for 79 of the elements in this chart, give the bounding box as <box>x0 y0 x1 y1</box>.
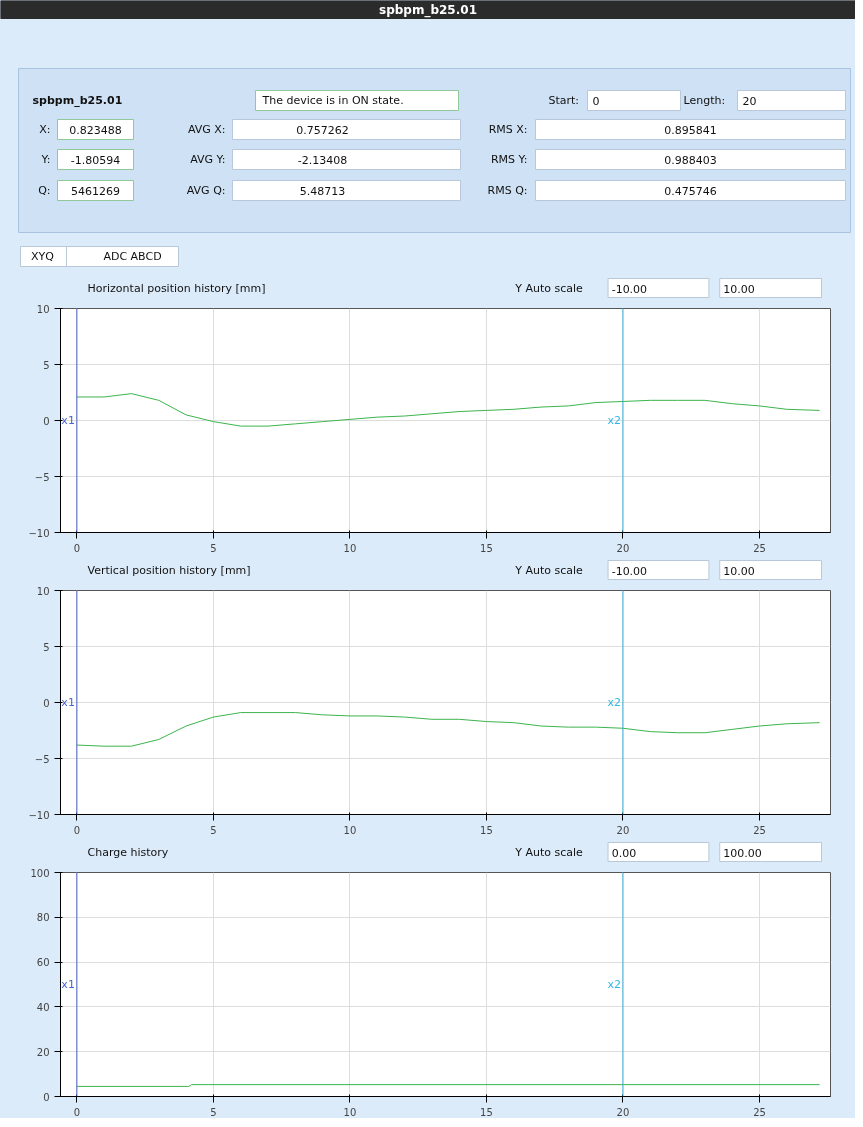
text: Y Auto scale <box>514 846 584 859</box>
text: 0.895841 <box>664 123 717 137</box>
x-tick-label: 25 <box>753 824 766 836</box>
chart-title: Charge history <box>87 846 169 859</box>
x-tick-label: 5 <box>210 1106 217 1118</box>
x-tick-label: 20 <box>616 542 630 554</box>
y-tick-label: 100 <box>30 867 50 879</box>
text: 10.00 <box>723 564 755 578</box>
ref-line-label: x1 <box>61 978 75 991</box>
x-tick-label: 20 <box>616 824 630 836</box>
y-tick-label: −5 <box>34 753 50 765</box>
text: X: <box>39 123 51 136</box>
x-tick-label: 15 <box>480 542 493 554</box>
x-tick-label: 0 <box>73 1106 81 1118</box>
y-tick-label: 20 <box>36 1046 50 1058</box>
y-tick-label: 0 <box>43 415 50 427</box>
text: 5461269 <box>71 184 121 198</box>
x-tick-label: 15 <box>480 824 493 836</box>
ref-line-label: x2 <box>607 414 621 427</box>
text: spbpm_b25.01 <box>32 94 123 107</box>
x-tick-label: 5 <box>210 542 217 554</box>
chart-title: Horizontal position history [mm] <box>87 282 266 295</box>
text: 5.48713 <box>299 184 346 198</box>
text: AVG Q: <box>186 184 226 197</box>
x-tick-label: 5 <box>210 824 217 836</box>
text: 0.00 <box>611 846 637 860</box>
text: -10.00 <box>611 564 648 578</box>
y-tick-label: 0 <box>43 1091 50 1103</box>
y-tick-label: 60 <box>36 957 50 969</box>
x-tick-label: 25 <box>753 1106 766 1118</box>
x-tick-label: 20 <box>616 1106 630 1118</box>
text: 20 <box>742 94 757 108</box>
text: Y Auto scale <box>514 282 584 295</box>
y-tick-label: 10 <box>36 303 50 315</box>
x-tick-label: 25 <box>753 542 766 554</box>
text: AVG Y: <box>190 153 226 166</box>
text: RMS Q: <box>487 184 528 197</box>
text: spbpm_b25.01 <box>379 2 477 18</box>
y-tick-label: 5 <box>43 641 50 653</box>
text: Start: <box>548 94 580 107</box>
y-tick-label: 40 <box>36 1001 50 1013</box>
y-tick-label: 0 <box>43 697 50 709</box>
text: 100.00 <box>723 846 762 860</box>
x-tick-label: 0 <box>73 824 81 836</box>
text: The device is in ON state. <box>261 94 404 107</box>
text: 10.00 <box>723 282 755 296</box>
y-tick-label: −5 <box>34 471 50 483</box>
text: 0.757262 <box>296 123 349 137</box>
y-tick-label: −10 <box>28 809 50 821</box>
text: -2.13408 <box>297 153 348 167</box>
text: RMS X: <box>488 123 528 136</box>
text: 0 <box>592 94 600 108</box>
text: -10.00 <box>611 282 648 296</box>
text: AVG X: <box>187 123 226 136</box>
x-tick-label: 0 <box>73 542 81 554</box>
ref-line-label: x2 <box>607 696 621 709</box>
text: 0.988403 <box>664 153 717 167</box>
text: 0.475746 <box>664 184 717 198</box>
text: 0.823488 <box>69 123 122 137</box>
text: XYQ <box>31 250 55 263</box>
text: -1.80594 <box>70 153 121 167</box>
y-tick-label: 5 <box>43 359 50 371</box>
text: Length: <box>683 94 726 107</box>
ref-line-label: x2 <box>607 978 621 991</box>
x-tick-label: 10 <box>343 824 357 836</box>
y-tick-label: 10 <box>36 585 50 597</box>
x-tick-label: 10 <box>343 542 357 554</box>
y-tick-label: −10 <box>28 527 50 539</box>
text: Y Auto scale <box>514 564 584 577</box>
text: Q: <box>38 184 51 197</box>
text: Y: <box>40 153 51 166</box>
x-tick-label: 15 <box>480 1106 493 1118</box>
y-tick-label: 80 <box>36 912 50 924</box>
chart-title: Vertical position history [mm] <box>87 564 251 577</box>
x-tick-label: 10 <box>343 1106 357 1118</box>
text: RMS Y: <box>490 153 528 166</box>
ref-line-label: x1 <box>61 696 75 709</box>
ref-line-label: x1 <box>61 414 75 427</box>
text: ADC ABCD <box>103 250 162 263</box>
